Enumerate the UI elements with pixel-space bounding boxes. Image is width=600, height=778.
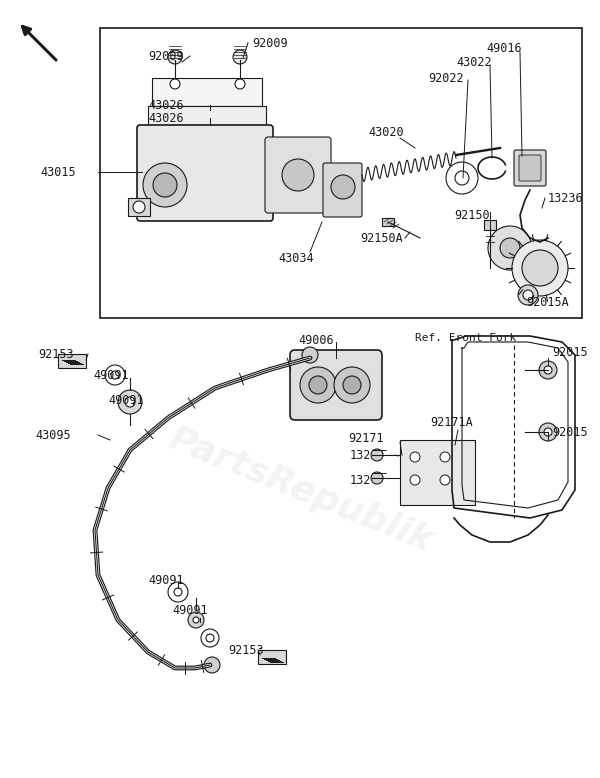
Bar [128,198,150,216]
Bar [400,440,475,505]
Text: 43020: 43020 [368,125,404,138]
FancyBboxPatch shape [323,163,362,217]
Text: 92009: 92009 [252,37,287,50]
Circle shape [143,163,187,207]
Text: 92153: 92153 [38,348,74,360]
Text: 92009: 92009 [148,50,184,62]
Text: 49091: 49091 [108,394,143,406]
Text: 43022: 43022 [456,55,491,68]
Circle shape [371,449,383,461]
Text: 92022: 92022 [428,72,464,85]
Text: 92150A: 92150A [360,232,403,244]
Text: 43026: 43026 [148,99,184,111]
Circle shape [410,475,420,485]
Text: 43034: 43034 [278,251,314,265]
Circle shape [168,50,182,64]
Circle shape [488,226,532,270]
Circle shape [440,475,450,485]
Circle shape [309,376,327,394]
Circle shape [193,617,199,623]
Bar [484,220,496,230]
FancyBboxPatch shape [137,125,273,221]
Text: 132: 132 [350,474,371,486]
Text: 92015: 92015 [552,345,587,359]
Bar [100,28,582,318]
Circle shape [539,423,557,441]
Circle shape [188,612,204,628]
Circle shape [518,285,538,305]
Circle shape [204,657,220,673]
Text: 43026: 43026 [148,111,184,124]
Circle shape [125,397,135,407]
Circle shape [233,50,247,64]
Circle shape [118,390,142,414]
Text: 13236: 13236 [548,191,584,205]
Text: 92171A: 92171A [430,415,473,429]
Circle shape [539,361,557,379]
Circle shape [300,367,336,403]
Bar [382,218,394,226]
Text: 132: 132 [350,448,371,461]
Text: 49016: 49016 [486,41,521,54]
FancyBboxPatch shape [265,137,331,213]
Text: 43095: 43095 [35,429,71,441]
Circle shape [343,376,361,394]
Circle shape [282,159,314,191]
Bar [148,106,266,128]
Circle shape [522,250,558,286]
Circle shape [133,201,145,213]
Text: PartsRepublik: PartsRepublik [163,422,437,559]
Circle shape [500,238,520,258]
Text: 49006: 49006 [298,334,334,346]
Text: 92150: 92150 [454,209,490,222]
Circle shape [331,175,355,199]
Text: 49091: 49091 [148,573,184,587]
Circle shape [544,366,552,374]
Text: 49091: 49091 [93,369,128,381]
FancyBboxPatch shape [514,150,546,186]
Circle shape [334,367,370,403]
Text: 92153: 92153 [228,643,263,657]
Bar [58,354,86,368]
Circle shape [235,79,245,89]
Text: 49091: 49091 [172,604,208,616]
Text: 92015A: 92015A [526,296,569,309]
FancyBboxPatch shape [290,350,382,420]
Bar [152,78,262,106]
Circle shape [523,290,533,300]
Circle shape [371,472,383,484]
Bar [258,650,286,664]
Circle shape [440,452,450,462]
Circle shape [410,452,420,462]
Text: Ref. Front Fork: Ref. Front Fork [415,333,516,343]
Circle shape [153,173,177,197]
Circle shape [544,428,552,436]
Circle shape [170,79,180,89]
Text: 43015: 43015 [40,166,76,178]
Text: 92015: 92015 [552,426,587,439]
Text: 92171: 92171 [348,432,383,444]
Circle shape [512,240,568,296]
Circle shape [302,347,318,363]
FancyBboxPatch shape [519,155,541,181]
